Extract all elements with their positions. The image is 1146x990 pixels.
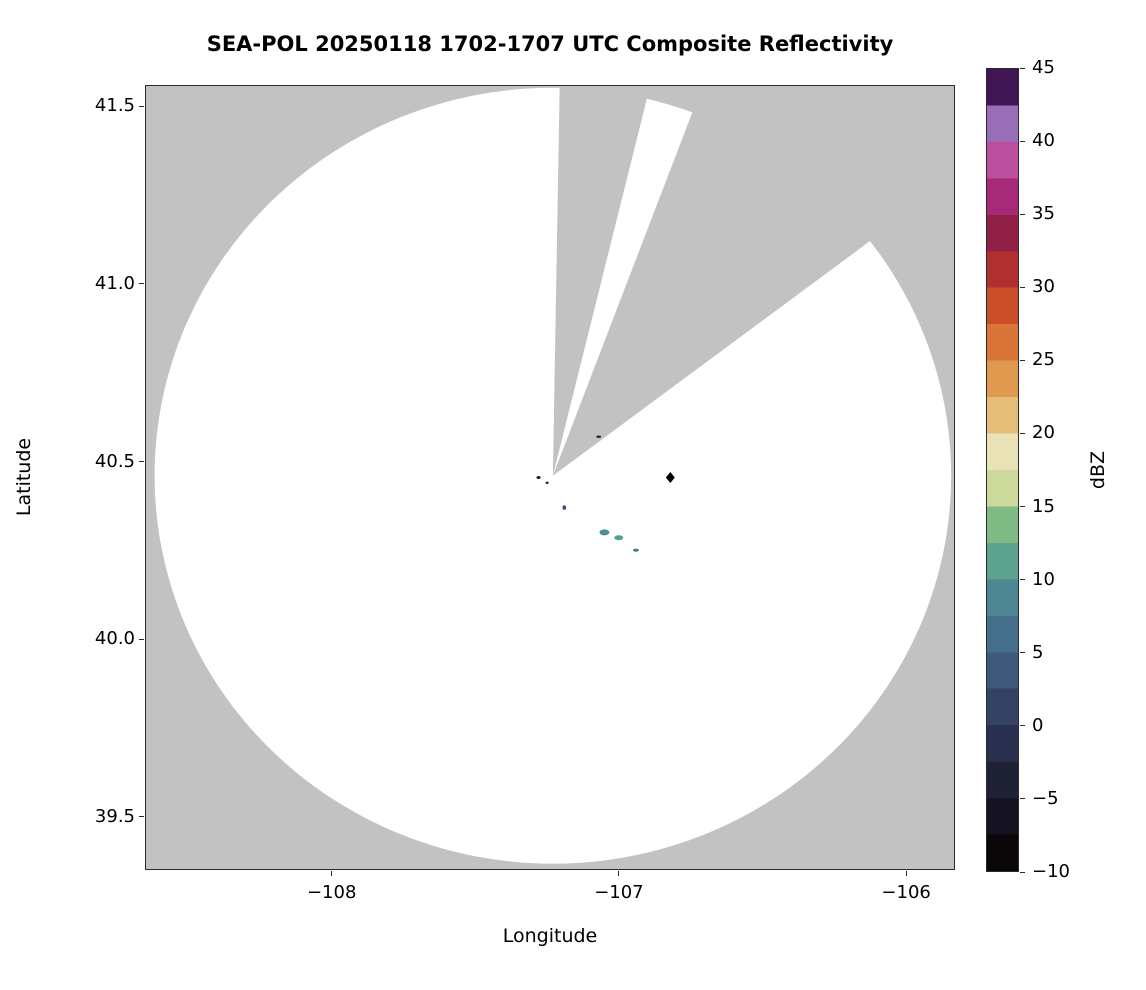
colorbar-tick-mark	[1020, 432, 1025, 434]
colorbar-tick-mark	[1020, 359, 1025, 361]
reflectivity-echo	[536, 476, 541, 479]
colorbar-tick-label: 40	[1032, 130, 1055, 152]
colorbar-tick-mark	[1020, 286, 1025, 288]
x-tick-label: −108	[306, 882, 357, 903]
chart-title: SEA-POL 20250118 1702-1707 UTC Composite…	[206, 32, 894, 56]
x-tick-label: −107	[594, 882, 644, 903]
colorbar-tick-label: 5	[1032, 641, 1044, 663]
reflectivity-echo	[599, 529, 610, 536]
colorbar-tick-label: 25	[1032, 349, 1055, 371]
y-axis-label: Latitude	[13, 437, 35, 517]
colorbar-tick-mark	[1020, 652, 1025, 654]
reflectivity-echo	[596, 435, 602, 438]
colorbar-tick-mark	[1020, 871, 1025, 873]
y-tick-label: 40.5	[94, 450, 135, 472]
x-axis-label: Longitude	[502, 925, 598, 947]
colorbar-tick-label: −10	[1032, 861, 1070, 882]
colorbar-tick-label: 20	[1032, 422, 1055, 444]
colorbar-tick-label: −5	[1032, 787, 1059, 809]
colorbar-tick-label: 15	[1032, 495, 1055, 517]
x-tick-mark	[331, 871, 333, 876]
y-tick-label: 40.0	[94, 628, 135, 650]
y-tick-mark	[139, 638, 144, 640]
colorbar-tick-label: 35	[1032, 203, 1055, 225]
plot-area	[145, 85, 955, 870]
y-tick-label: 41.5	[94, 95, 135, 117]
y-tick-mark	[139, 105, 144, 107]
x-tick-mark	[905, 871, 907, 876]
colorbar-tick-mark	[1020, 140, 1025, 142]
reflectivity-echo	[632, 548, 639, 552]
colorbar-tick-mark	[1020, 213, 1025, 215]
x-tick-mark	[618, 871, 620, 876]
blocked-sector	[552, 86, 954, 476]
radar-coverage-plot	[154, 86, 954, 864]
y-tick-label: 41.0	[94, 272, 135, 294]
colorbar-tick-mark	[1020, 725, 1025, 727]
y-tick-label: 39.5	[94, 805, 135, 827]
colorbar-tick-mark	[1020, 579, 1025, 581]
radar-site-marker	[665, 472, 675, 483]
colorbar-tick-label: 10	[1032, 568, 1055, 590]
colorbar-tick-label: 45	[1032, 57, 1055, 78]
reflectivity-echo	[545, 481, 549, 485]
colorbar	[986, 68, 1019, 872]
y-tick-mark	[139, 283, 144, 285]
colorbar-tick-mark	[1020, 798, 1025, 800]
reflectivity-echo	[614, 535, 624, 541]
colorbar-tick-mark	[1020, 506, 1025, 508]
colorbar-tick-mark	[1020, 67, 1025, 69]
y-tick-mark	[139, 461, 144, 463]
y-tick-mark	[139, 816, 144, 818]
colorbar-tick-label: 0	[1032, 714, 1044, 736]
colorbar-tick-label: 30	[1032, 276, 1055, 298]
colorbar-label: dBZ	[1087, 450, 1109, 490]
reflectivity-echo	[562, 505, 567, 510]
x-tick-label: −106	[881, 882, 931, 903]
